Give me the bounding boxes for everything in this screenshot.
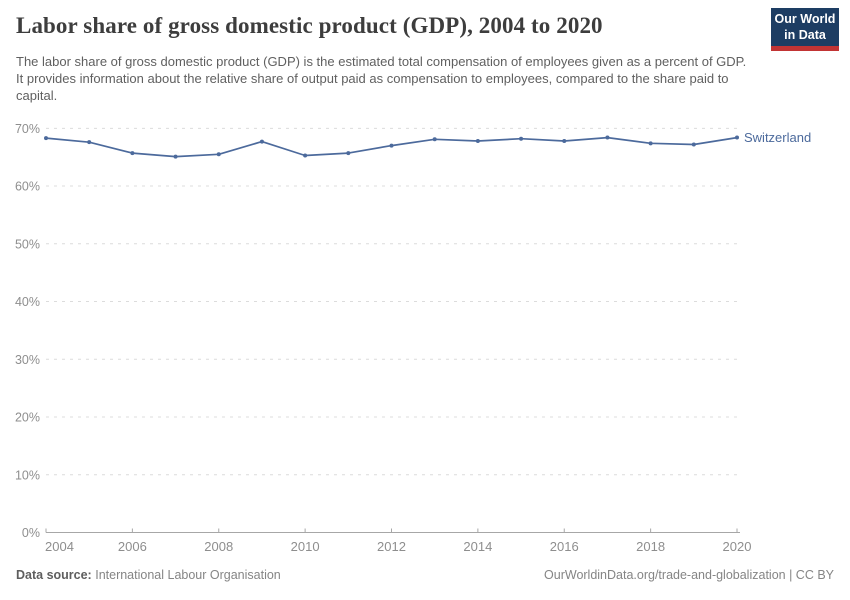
owid-logo[interactable]: Our World in Data	[771, 8, 839, 51]
y-axis-label: 50%	[15, 237, 40, 251]
data-point[interactable]	[259, 139, 264, 144]
series-end-label[interactable]: Switzerland	[744, 130, 811, 145]
y-axis-label: 40%	[15, 295, 40, 309]
data-point[interactable]	[648, 141, 653, 146]
x-axis-label: 2006	[118, 539, 147, 554]
chart-title: Labor share of gross domestic product (G…	[16, 13, 603, 38]
data-source-label: Data source:	[16, 568, 92, 582]
data-point[interactable]	[432, 137, 437, 142]
data-point[interactable]	[389, 143, 394, 148]
x-axis-label: 2010	[291, 539, 320, 554]
footer-credit-link[interactable]: OurWorldinData.org/trade-and-globalizati…	[544, 568, 834, 582]
data-point[interactable]	[173, 154, 178, 159]
data-point[interactable]	[475, 139, 480, 144]
x-axis-label: 2016	[550, 539, 579, 554]
data-point[interactable]	[303, 153, 308, 158]
data-point[interactable]	[87, 140, 92, 145]
data-point[interactable]	[519, 136, 524, 141]
data-source-value: International Labour Organisation	[95, 568, 281, 582]
data-point[interactable]	[735, 135, 739, 140]
x-axis-label: 2004	[45, 539, 74, 554]
data-point[interactable]	[346, 151, 351, 156]
data-point[interactable]	[562, 139, 567, 144]
y-axis-label: 60%	[15, 180, 40, 194]
x-axis-label: 2020	[723, 539, 752, 554]
y-axis-label: 70%	[15, 122, 40, 136]
data-point[interactable]	[130, 151, 135, 156]
chart-footer: Data source: International Labour Organi…	[16, 568, 834, 582]
data-source: Data source: International Labour Organi…	[16, 568, 281, 582]
data-point[interactable]	[216, 152, 221, 157]
data-point[interactable]	[605, 135, 610, 140]
y-axis-label: 10%	[15, 468, 40, 482]
y-axis-label: 20%	[15, 411, 40, 425]
owid-logo-line1: Our World	[774, 12, 836, 26]
chart-subtitle: The labor share of gross domestic produc…	[16, 54, 747, 103]
x-axis-label: 2008	[204, 539, 233, 554]
y-axis-label: 30%	[15, 353, 40, 367]
chart-svg[interactable]: 0% 10% 20% 30% 40% 50% 60% 70% 2004 2006 2008 2010 2…	[0, 110, 850, 560]
y-axis-label: 0%	[22, 526, 40, 540]
x-axis-label: 2018	[636, 539, 665, 554]
owid-logo-line2: in Data	[784, 28, 826, 42]
data-point[interactable]	[44, 136, 48, 141]
data-point[interactable]	[691, 142, 696, 147]
x-axis-label: 2014	[463, 539, 492, 554]
x-axis-label: 2012	[377, 539, 406, 554]
